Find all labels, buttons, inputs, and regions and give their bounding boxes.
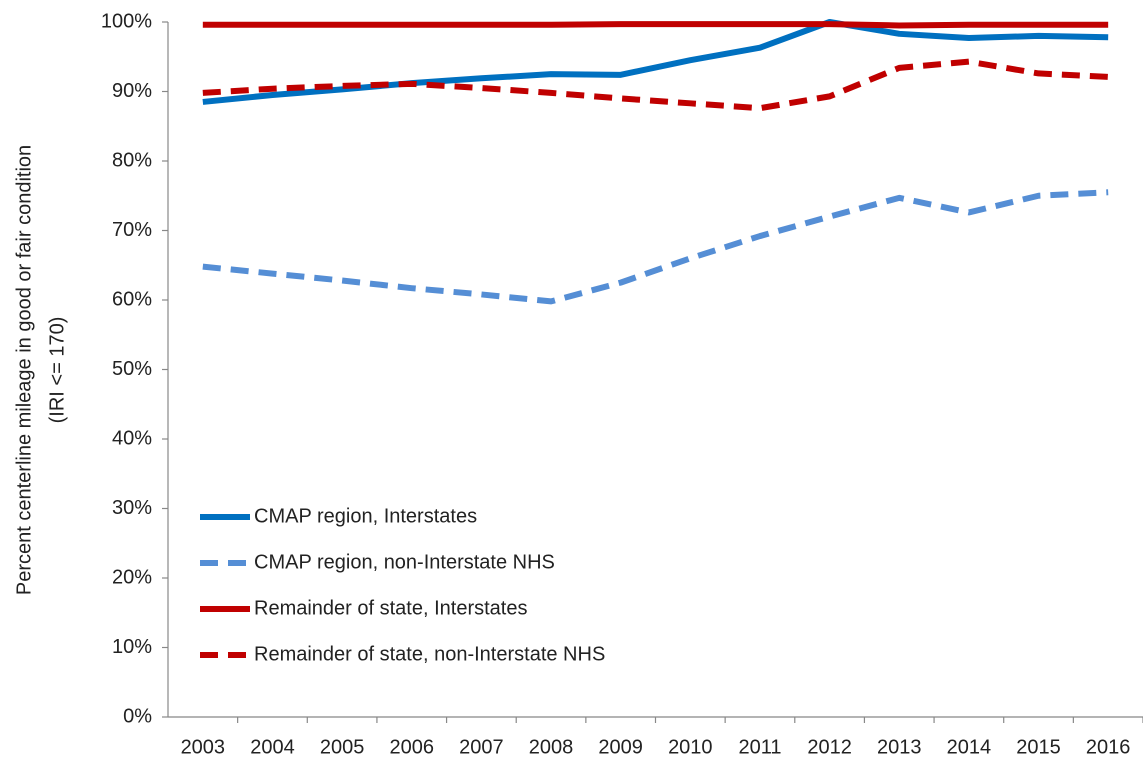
x-tick-label: 2009 bbox=[598, 736, 643, 758]
x-tick-label: 2004 bbox=[250, 736, 295, 758]
x-tick-label: 2013 bbox=[877, 736, 922, 758]
y-tick-label: 70% bbox=[112, 219, 152, 241]
x-tick-label: 2015 bbox=[1016, 736, 1061, 758]
y-tick-label: 80% bbox=[112, 149, 152, 171]
y-axis-label: (IRI <= 170) bbox=[46, 317, 68, 424]
y-axis-label: Percent centerline mileage in good or fa… bbox=[13, 145, 35, 595]
legend-label: CMAP region, Interstates bbox=[254, 505, 477, 527]
series-line bbox=[202, 19, 1109, 105]
x-tick-label: 2008 bbox=[529, 736, 574, 758]
series-line bbox=[202, 21, 1109, 29]
y-tick-label: 50% bbox=[112, 358, 152, 380]
legend-label: Remainder of state, Interstates bbox=[254, 597, 527, 619]
x-tick-label: 2003 bbox=[181, 736, 226, 758]
x-tick-label: 2011 bbox=[738, 736, 781, 758]
y-tick-label: 60% bbox=[112, 288, 152, 310]
series-line bbox=[202, 58, 1109, 112]
y-tick-label: 40% bbox=[112, 427, 152, 449]
x-tick-label: 2014 bbox=[947, 736, 992, 758]
series-line bbox=[202, 189, 1109, 305]
x-tick-label: 2005 bbox=[320, 736, 365, 758]
y-tick-label: 0% bbox=[123, 705, 152, 727]
y-tick-label: 30% bbox=[112, 497, 152, 519]
y-tick-label: 90% bbox=[112, 80, 152, 102]
y-tick-label: 10% bbox=[112, 636, 152, 658]
legend-label: Remainder of state, non-Interstate NHS bbox=[254, 643, 605, 665]
legend-label: CMAP region, non-Interstate NHS bbox=[254, 551, 555, 573]
x-tick-label: 2007 bbox=[459, 736, 504, 758]
x-tick-label: 2012 bbox=[807, 736, 852, 758]
y-tick-label: 100% bbox=[101, 10, 152, 32]
x-tick-label: 2010 bbox=[668, 736, 713, 758]
x-tick-label: 2006 bbox=[390, 736, 435, 758]
y-tick-label: 20% bbox=[112, 566, 152, 588]
x-tick-label: 2016 bbox=[1086, 736, 1131, 758]
